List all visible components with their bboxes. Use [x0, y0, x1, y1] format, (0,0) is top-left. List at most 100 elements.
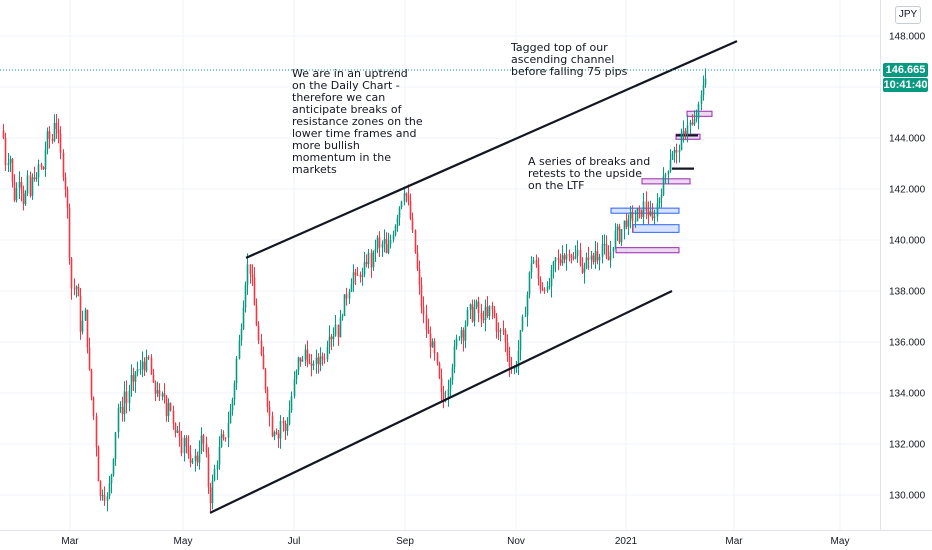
candle-body	[240, 328, 243, 341]
candle-body	[15, 187, 18, 201]
candle-body	[273, 432, 276, 437]
candle-body	[222, 434, 225, 438]
retest-zone	[686, 110, 713, 117]
candle-body	[356, 274, 359, 276]
candle-body	[669, 159, 672, 172]
candle-body	[702, 84, 705, 95]
candle-body	[275, 432, 278, 434]
time-axis[interactable]: Mar May Jul Sep Nov 2021 Mar May	[61, 536, 849, 547]
breaks-retests-annotation[interactable]: A series of breaks and retests to the up…	[528, 155, 651, 192]
candle-body	[317, 357, 320, 365]
candle-body	[649, 211, 652, 216]
candle-body	[704, 78, 707, 85]
candle-body	[414, 230, 417, 253]
candle-body	[466, 309, 469, 325]
candle-body	[178, 430, 181, 438]
candle-body	[86, 309, 89, 348]
candle-body	[653, 216, 656, 219]
candle-body	[123, 391, 126, 414]
candle-body	[44, 149, 47, 170]
candle-body	[51, 138, 54, 141]
channel-top-annotation[interactable]: Tagged top of our ascending channel befo…	[511, 41, 628, 78]
candle-body	[590, 255, 593, 260]
time-tick-label: Mar	[61, 536, 79, 547]
candle-body	[482, 319, 485, 321]
candle-body	[59, 133, 62, 153]
candle-body	[543, 289, 546, 291]
uptrend-annotation[interactable]: We are in an uptrend on the Daily Chart …	[292, 67, 423, 176]
candle-body	[587, 257, 590, 260]
candle-body	[350, 283, 353, 292]
candle-body	[667, 171, 670, 175]
candle-body	[691, 122, 694, 125]
candle-body	[88, 347, 91, 370]
price-tick-label: 148.000	[889, 32, 926, 43]
candle-body	[284, 423, 287, 431]
time-tick-label: May	[831, 536, 850, 547]
candle-body	[213, 469, 216, 481]
candle-body	[541, 289, 544, 291]
candle-body	[103, 495, 106, 501]
candle-body	[433, 341, 436, 354]
candle-body	[70, 258, 73, 289]
candle-body	[620, 229, 623, 243]
candle-body	[486, 306, 489, 316]
candle-body	[405, 193, 408, 196]
price-tick-label: 132.000	[889, 440, 926, 451]
ascending-channel	[209, 40, 738, 514]
candle-body	[326, 346, 329, 360]
candle-body	[471, 304, 474, 322]
candle-body	[227, 423, 230, 438]
candle-body	[374, 249, 377, 251]
candle-body	[383, 239, 386, 244]
candle-body	[651, 211, 654, 219]
candle-body	[684, 130, 687, 135]
candle-body	[497, 331, 500, 333]
candle-body	[345, 294, 348, 299]
candle-body	[220, 434, 223, 447]
candle-body	[304, 349, 307, 360]
candle-body	[539, 279, 542, 290]
candle-body	[598, 256, 601, 261]
candle-body	[407, 195, 410, 201]
candle-body	[295, 370, 298, 380]
channel-lower-line	[209, 290, 673, 514]
candle-body	[209, 487, 212, 504]
candle-body	[561, 255, 564, 264]
candle-body	[165, 396, 168, 417]
candle-body	[394, 226, 397, 235]
candle-body	[64, 177, 67, 190]
candle-body	[420, 284, 423, 307]
currency-badge[interactable]: JPY	[895, 6, 921, 24]
candle-body	[264, 369, 267, 390]
candle-body	[480, 312, 483, 320]
candle-body	[455, 338, 458, 347]
candle-body	[233, 383, 236, 400]
current-price-label: 146.665	[883, 63, 928, 78]
candle-body	[235, 358, 238, 384]
candle-body	[524, 315, 527, 317]
candle-body	[169, 402, 172, 411]
candle-body	[671, 153, 674, 160]
candle-body	[372, 250, 375, 268]
candle-body	[156, 390, 159, 394]
candle-body	[4, 137, 7, 166]
candle-body	[678, 150, 681, 153]
candle-body	[161, 393, 164, 397]
candle-body	[231, 399, 234, 411]
candle-body	[332, 335, 335, 340]
candle-body	[491, 305, 494, 310]
candle-body	[207, 453, 210, 488]
candle-body	[92, 397, 95, 417]
candle-body	[53, 122, 56, 141]
candle-body	[625, 220, 628, 227]
candle-body	[548, 286, 551, 288]
candle-body	[136, 369, 139, 372]
candle-body	[354, 272, 357, 275]
candle-body	[315, 357, 318, 364]
candle-body	[596, 251, 599, 261]
candle-body	[48, 131, 51, 139]
candle-body	[634, 221, 637, 223]
